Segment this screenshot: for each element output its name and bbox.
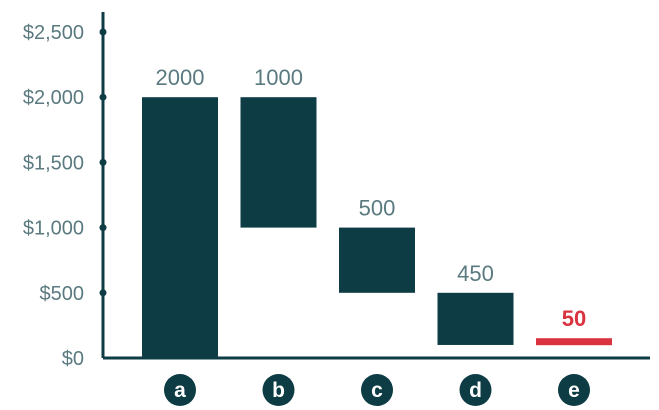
category-badge-b <box>262 374 295 406</box>
category-label-b: b <box>272 379 285 402</box>
data-label-a: 2000 <box>156 65 205 90</box>
category-label-d: d <box>469 379 482 402</box>
bar-series <box>142 97 612 358</box>
y-tick-label: $1,000 <box>23 218 84 240</box>
data-label-d: 450 <box>457 261 494 286</box>
bar-e <box>536 338 612 346</box>
category-badge-e <box>558 374 590 406</box>
y-tick-mark <box>99 158 107 166</box>
data-label-c: 500 <box>359 196 396 221</box>
category-badge-a <box>164 374 196 406</box>
data-label-e: 50 <box>562 306 586 331</box>
y-tick-label: $2,000 <box>23 87 84 109</box>
bar-c <box>339 227 415 293</box>
category-label-a: a <box>174 379 186 402</box>
bar-a <box>142 97 218 358</box>
y-tick-mark <box>99 28 107 36</box>
bar-d <box>437 292 514 345</box>
y-tick-label: $500 <box>40 283 85 305</box>
data-label-b: 1000 <box>254 65 303 90</box>
y-tick-mark <box>99 93 107 101</box>
data-labels: 2000 1000 500 450 50 <box>156 65 587 331</box>
category-badge-d <box>459 374 492 406</box>
category-label-e: e <box>568 379 580 402</box>
category-label-c: c <box>371 379 383 402</box>
y-tick-mark <box>99 224 107 232</box>
category-labels: a b c d e <box>164 374 590 406</box>
y-tick-label: $0 <box>62 348 84 370</box>
y-tick-label: $2,500 <box>23 22 84 44</box>
category-badge-c <box>361 374 393 406</box>
y-axis: $0 $500 $1,000 $1,500 $2,000 $2,500 <box>23 12 107 370</box>
y-tick-mark <box>99 289 107 297</box>
bar-b <box>240 97 317 228</box>
y-tick-label: $1,500 <box>23 152 84 174</box>
